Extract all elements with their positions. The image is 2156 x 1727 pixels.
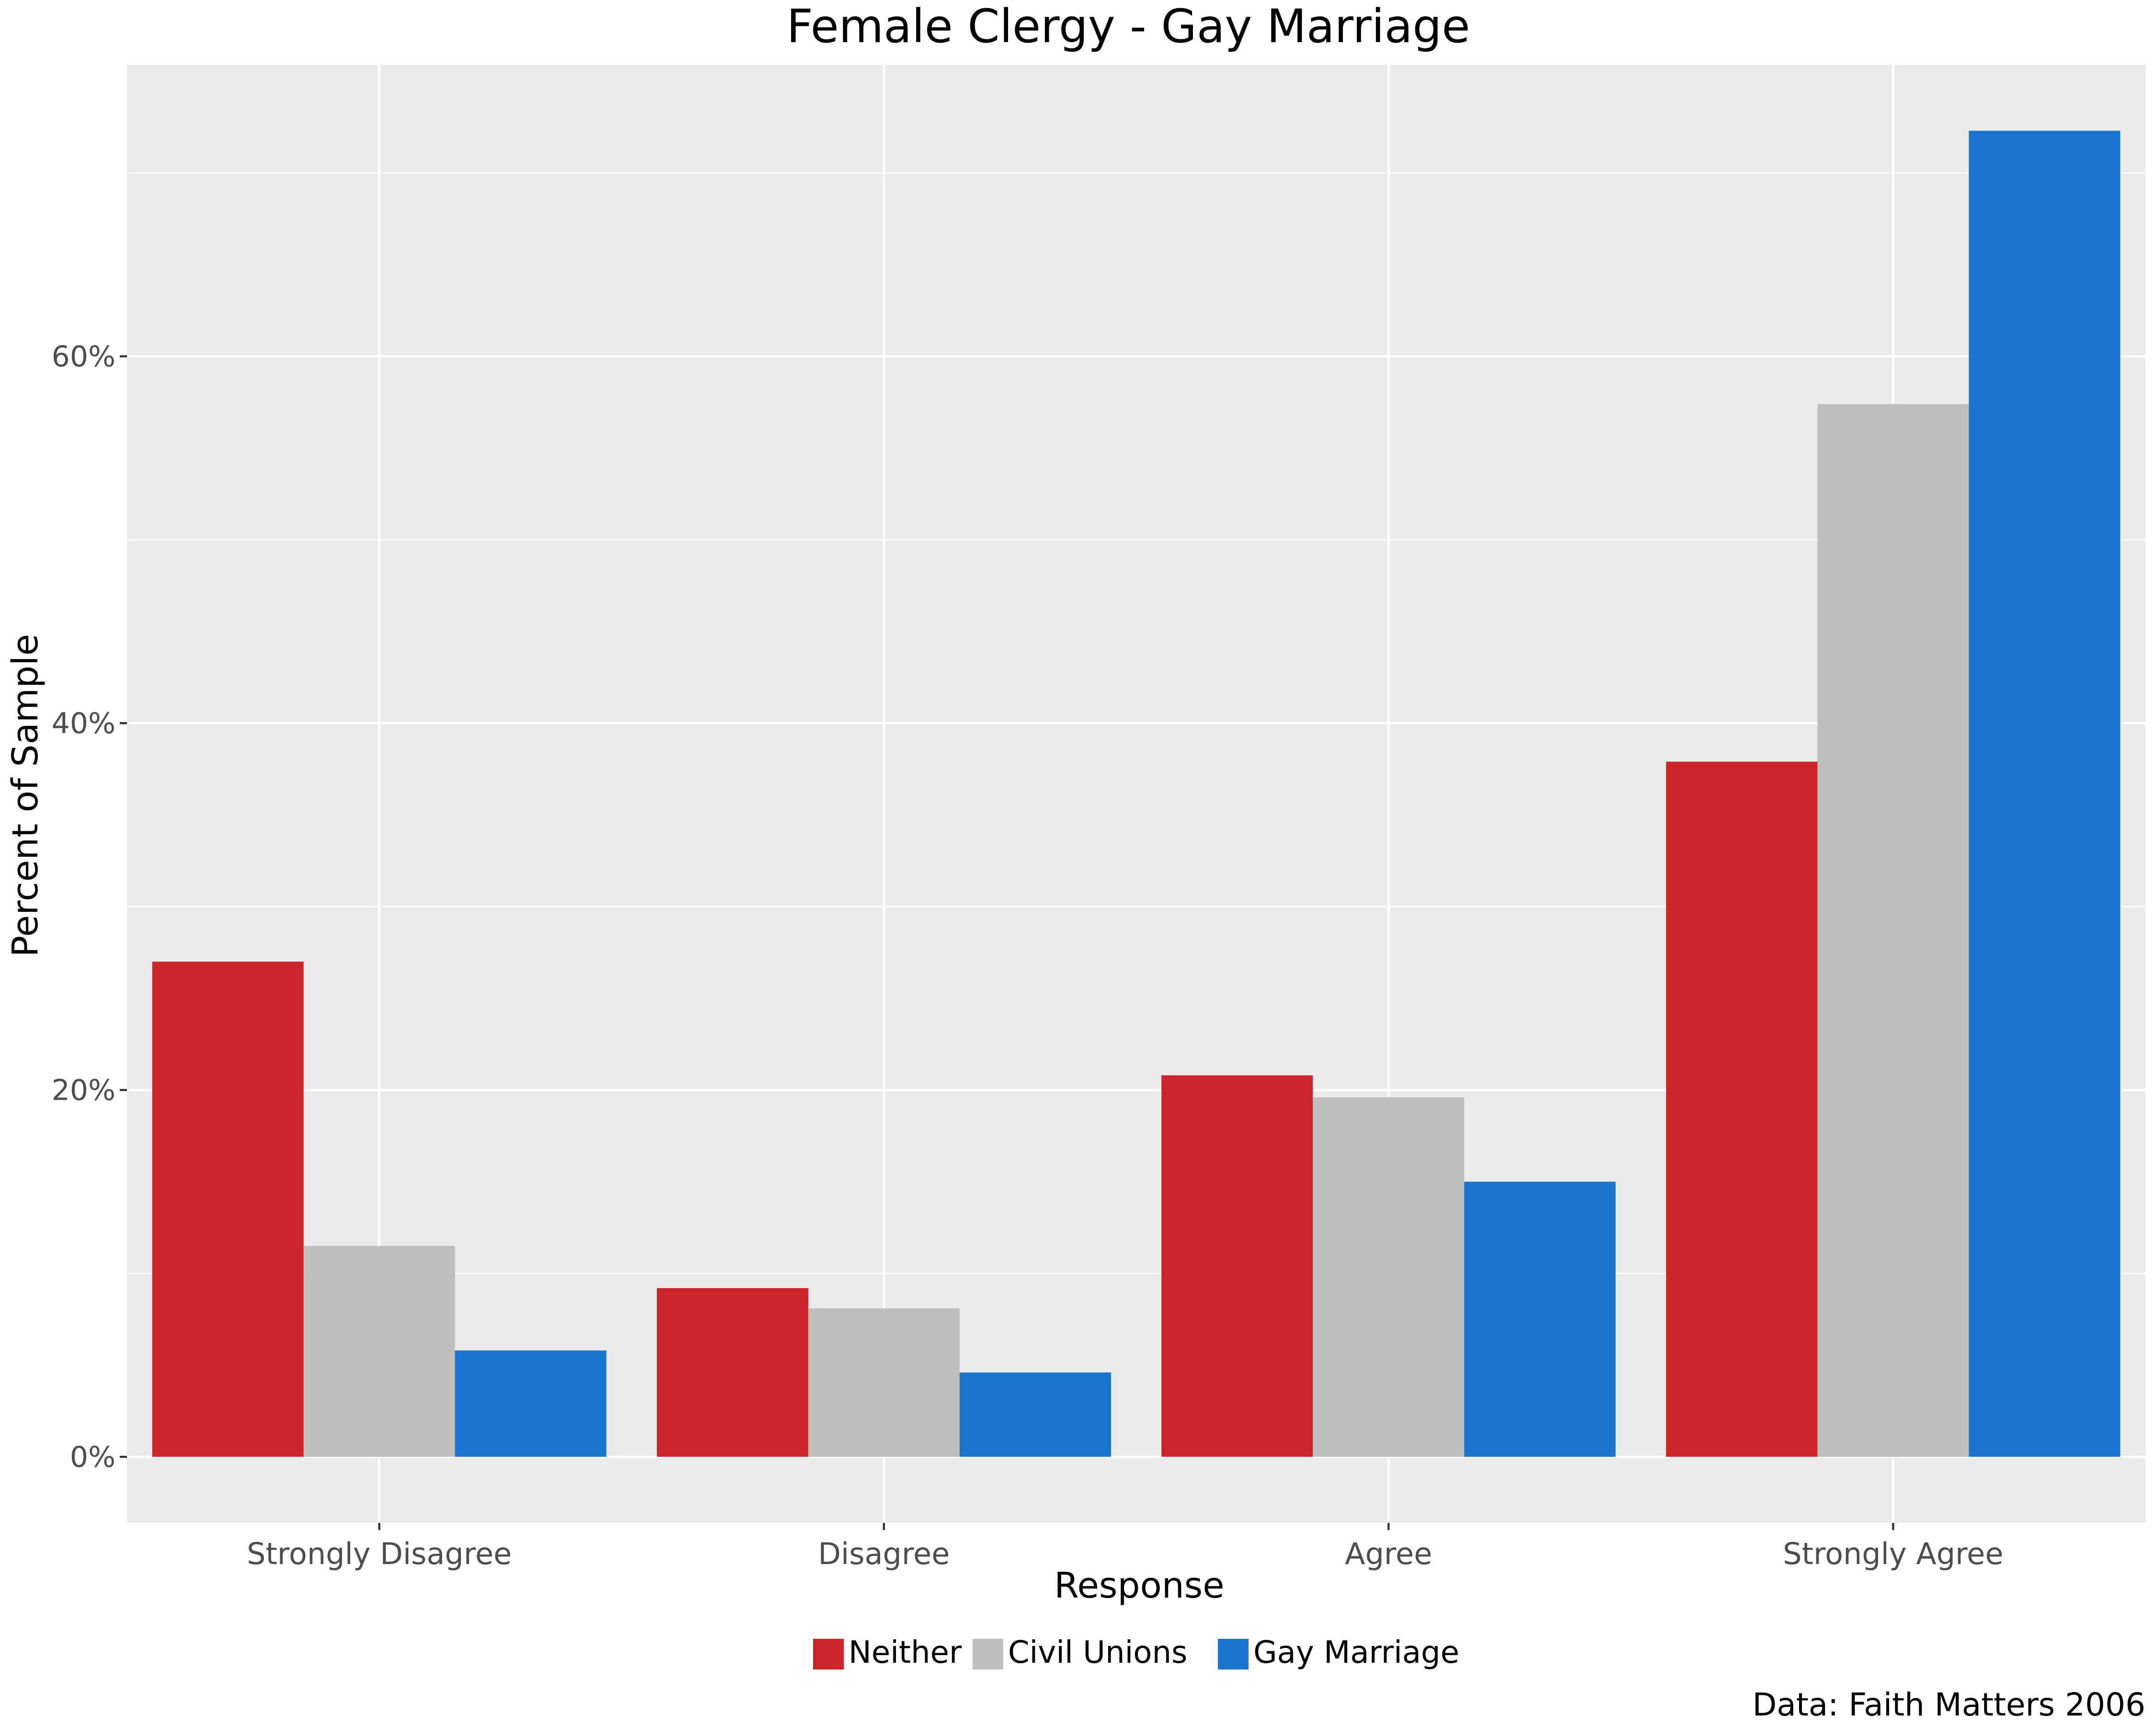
bar-neither-strongly-agree [1666, 761, 1818, 1457]
bar-gay-marriage-disagree [959, 1372, 1111, 1457]
bar-neither-agree [1161, 1075, 1313, 1457]
y-tick-label: 20% [52, 1074, 115, 1107]
bar-civil-unions-agree [1313, 1097, 1465, 1457]
legend-swatch-neither [813, 1639, 844, 1669]
bar-gay-marriage-strongly-disagree [455, 1350, 607, 1457]
chart-title: Female Clergy - Gay Marriage [787, 0, 1470, 53]
bar-civil-unions-strongly-disagree [303, 1246, 455, 1457]
y-axis-title: Percent of Sample [5, 634, 46, 957]
y-tick-label: 0% [70, 1440, 115, 1474]
y-axis: 0% 20% 40% 60% [52, 340, 127, 1474]
legend-label-gay-marriage: Gay Marriage [1253, 1635, 1459, 1670]
legend-swatch-gay-marriage [1217, 1639, 1249, 1669]
caption: Data: Faith Matters 2006 [1753, 1686, 2145, 1723]
legend-label-neither: Neither [849, 1635, 962, 1670]
bar-civil-unions-strongly-agree [1817, 404, 1969, 1457]
bars [152, 130, 2121, 1457]
legend: Neither Civil Unions Gay Marriage [813, 1635, 1459, 1670]
bar-gay-marriage-agree [1464, 1182, 1616, 1457]
x-tick-label: Agree [1345, 1536, 1432, 1571]
bar-neither-strongly-disagree [152, 961, 304, 1457]
x-axis-title: Response [1054, 1565, 1224, 1606]
legend-label-civil-unions: Civil Unions [1008, 1635, 1188, 1670]
bar-civil-unions-disagree [808, 1308, 960, 1457]
x-axis: Strongly Disagree Disagree Agree Strongly A… [247, 1523, 2003, 1571]
bar-neither-disagree [656, 1288, 808, 1457]
x-tick-label: Strongly Agree [1783, 1536, 2003, 1571]
y-tick-label: 40% [52, 707, 115, 740]
bar-gay-marriage-strongly-agree [1969, 130, 2121, 1457]
y-tick-label: 60% [52, 340, 115, 374]
x-tick-label: Disagree [818, 1536, 950, 1571]
x-tick-label: Strongly Disagree [247, 1536, 512, 1571]
legend-swatch-civil-unions [972, 1639, 1003, 1669]
